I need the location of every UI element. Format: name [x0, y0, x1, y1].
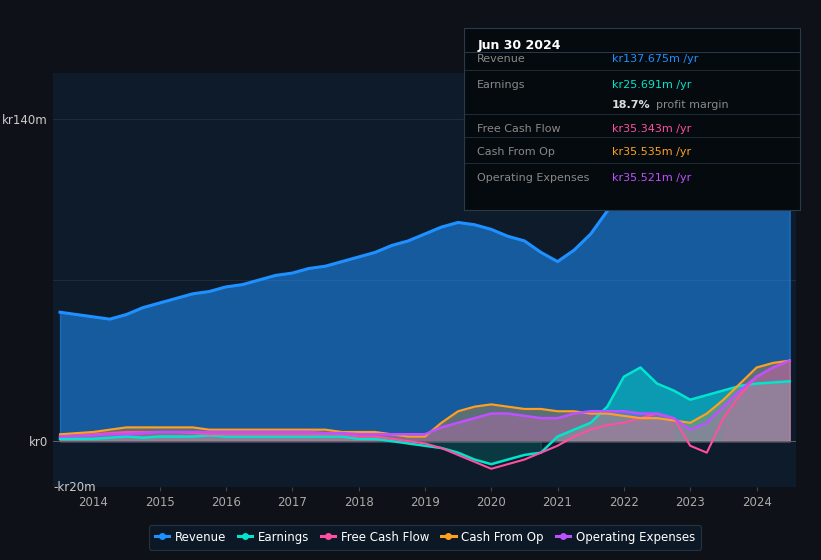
Text: kr35.535m /yr: kr35.535m /yr: [612, 147, 691, 157]
Text: -kr20m: -kr20m: [53, 480, 96, 494]
Text: Jun 30 2024: Jun 30 2024: [477, 39, 561, 52]
Text: Free Cash Flow: Free Cash Flow: [477, 124, 561, 134]
Text: kr35.343m /yr: kr35.343m /yr: [612, 124, 691, 134]
Text: kr137.675m /yr: kr137.675m /yr: [612, 54, 699, 64]
Text: kr35.521m /yr: kr35.521m /yr: [612, 172, 691, 183]
Text: Cash From Op: Cash From Op: [477, 147, 555, 157]
Legend: Revenue, Earnings, Free Cash Flow, Cash From Op, Operating Expenses: Revenue, Earnings, Free Cash Flow, Cash …: [149, 525, 701, 550]
Text: Revenue: Revenue: [477, 54, 526, 64]
Text: 18.7%: 18.7%: [612, 100, 650, 110]
Text: kr25.691m /yr: kr25.691m /yr: [612, 80, 691, 90]
Text: Operating Expenses: Operating Expenses: [477, 172, 589, 183]
Text: Earnings: Earnings: [477, 80, 525, 90]
Text: profit margin: profit margin: [656, 100, 728, 110]
